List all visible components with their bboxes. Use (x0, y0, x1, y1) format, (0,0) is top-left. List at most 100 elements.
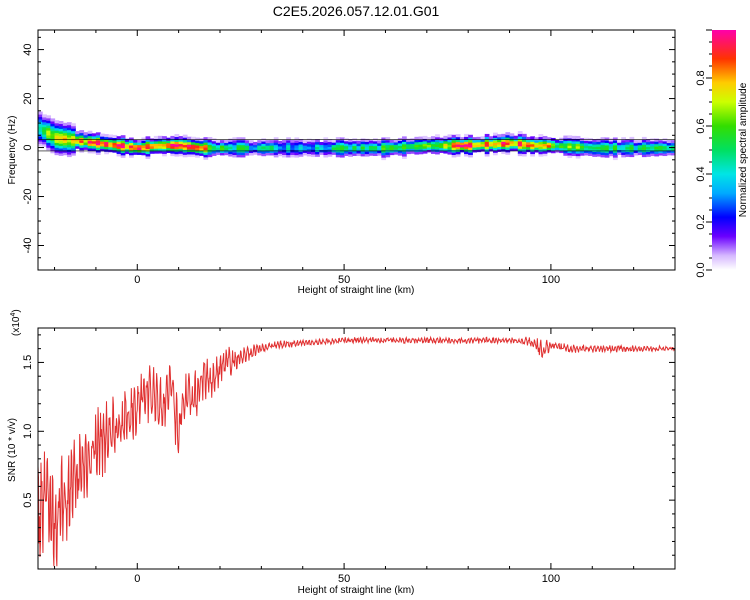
heatmap-cell (83, 141, 89, 146)
heatmap-cell (406, 143, 411, 147)
heatmap-cell (563, 150, 569, 154)
heatmap-cell (468, 147, 473, 151)
heatmap-cell (517, 150, 523, 154)
heatmap-cell (228, 148, 234, 152)
heatmap-cell (484, 143, 490, 147)
heatmap-cell (621, 139, 626, 143)
heatmap-cell (71, 123, 76, 127)
heatmap-cell (497, 148, 502, 152)
heatmap-cell (75, 143, 80, 147)
heatmap-cell (224, 147, 229, 151)
heatmap-cell (58, 128, 64, 132)
heatmap-cell (455, 148, 461, 152)
heatmap-cell (54, 125, 60, 129)
heatmap-cell (311, 144, 316, 148)
heatmap-cell (244, 152, 250, 156)
heatmap-cell (116, 153, 122, 157)
heatmap-cell (493, 132, 498, 136)
heatmap-cell (120, 142, 126, 146)
heatmap-cell (157, 135, 163, 139)
heatmap-cell (306, 138, 312, 142)
heatmap-cell (273, 154, 279, 158)
heatmap-cell (62, 144, 68, 148)
heatmap-cell (211, 140, 217, 144)
heatmap-cell (497, 143, 502, 148)
heatmap-cell (195, 147, 200, 151)
heatmap-cell (464, 138, 469, 142)
heatmap-cell (472, 142, 478, 146)
heatmap-cell (501, 151, 507, 155)
heatmap-cell (286, 151, 291, 156)
heatmap-cell (265, 152, 271, 156)
heatmap-cell (666, 149, 672, 153)
heatmap-cell (493, 137, 498, 141)
heatmap-cell (612, 152, 618, 156)
heatmap-cell (282, 147, 287, 151)
heatmap-cell (658, 150, 664, 154)
heatmap-cell (402, 148, 407, 152)
heatmap-cell (282, 144, 287, 148)
heatmap-cell (455, 139, 461, 143)
heatmap-cell (414, 149, 420, 153)
heatmap-cell (141, 144, 147, 148)
heatmap-cell (54, 142, 60, 146)
heatmap-cell (100, 138, 105, 142)
heatmap-cell (534, 139, 540, 143)
heatmap-cell (319, 151, 325, 155)
heatmap-cell (505, 134, 511, 138)
heatmap-cell (311, 149, 316, 153)
heatmap-cell (364, 148, 370, 152)
heatmap-cell (389, 139, 395, 143)
heatmap-cell (538, 151, 544, 155)
heatmap-cell (546, 144, 552, 148)
heatmap-cell (455, 146, 461, 150)
heatmap-cell (100, 148, 105, 152)
heatmap-cell (298, 153, 304, 157)
heatmap-cell (54, 132, 60, 136)
heatmap-cell (633, 147, 639, 151)
heatmap-cell (435, 136, 440, 140)
heatmap-cell (501, 141, 507, 145)
heatmap-cell (199, 143, 205, 147)
heatmap-cell (658, 145, 664, 149)
heatmap-cell (100, 133, 105, 137)
heatmap-cell (195, 144, 200, 148)
heatmap-cell (129, 144, 134, 148)
heatmap-cell (563, 145, 569, 149)
heatmap-cell (178, 150, 184, 154)
heatmap-cell (38, 114, 43, 118)
heatmap-cell (46, 120, 52, 124)
heatmap-cell (439, 149, 444, 154)
heatmap-cell (153, 135, 159, 139)
heatmap-cell (513, 145, 519, 149)
heatmap-cell (174, 148, 180, 152)
heatmap-cell (174, 151, 180, 155)
heatmap-cell (290, 142, 296, 146)
heatmap-cell (348, 151, 353, 155)
heatmap-cell (298, 139, 304, 143)
heatmap-cell (87, 147, 93, 151)
heatmap-cell (348, 153, 353, 157)
heatmap-cell (612, 142, 618, 146)
heatmap-cell (344, 152, 349, 156)
heatmap-cell (273, 151, 279, 155)
heatmap-cell (46, 130, 52, 134)
heatmap-cell (459, 139, 465, 143)
heatmap-cell (339, 147, 345, 151)
heatmap-cell (646, 141, 651, 145)
heatmap-cell (66, 136, 72, 140)
heatmap-cell (50, 147, 56, 151)
heatmap-cell (327, 139, 333, 143)
heatmap-cell (66, 144, 72, 148)
heatmap-cell (306, 141, 312, 145)
heatmap-cell (617, 147, 622, 151)
heatmap-cell (493, 135, 498, 139)
snr-x-axis-label: Height of straight line (km) (298, 585, 415, 596)
heatmap-cell (377, 150, 382, 154)
heatmap-cell (468, 154, 473, 158)
heatmap-cell (174, 153, 180, 157)
heatmap-cell (157, 143, 163, 147)
heatmap-cell (493, 152, 498, 156)
heatmap-cell (108, 134, 114, 138)
heatmap-cell (521, 141, 527, 145)
